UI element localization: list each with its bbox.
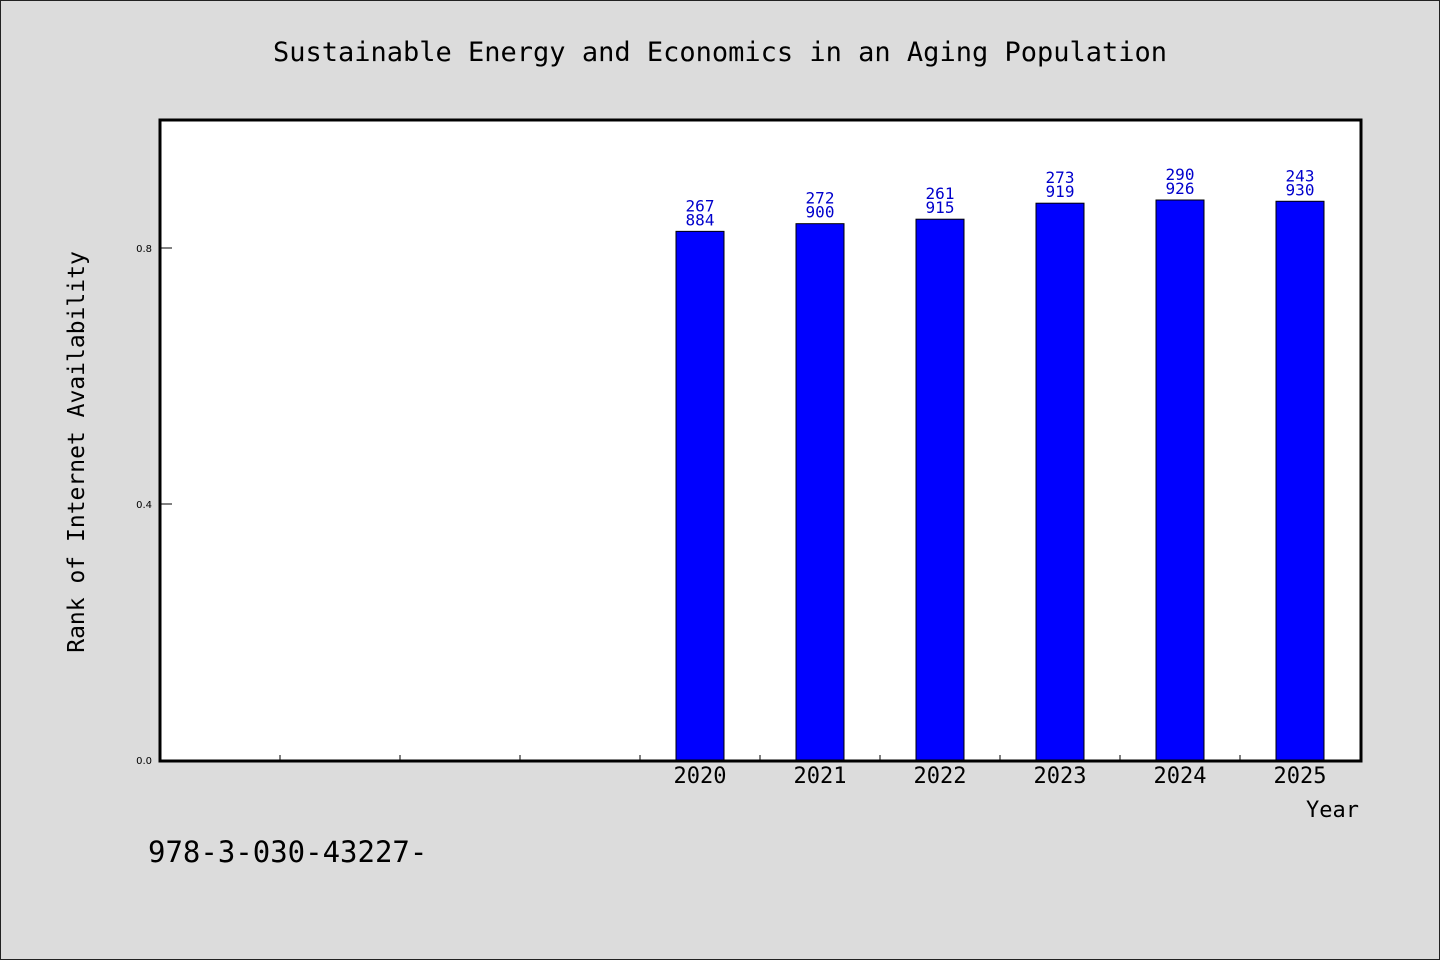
bar-label-lower: 915 bbox=[926, 198, 955, 217]
chart-title: Sustainable Energy and Economics in an A… bbox=[273, 37, 1167, 68]
bar-label-upper: 290 bbox=[1166, 165, 1195, 184]
bar-2025 bbox=[1275, 200, 1325, 761]
x-axis-ticks: 2020 2021 2022 2023 2024 2025 bbox=[279, 755, 1327, 789]
bar-2024 bbox=[1155, 199, 1205, 761]
footer-isbn: 978-3-030-43227- bbox=[148, 835, 427, 869]
bar-label-upper: 261 bbox=[926, 184, 955, 203]
y-tick-label: 0.8 bbox=[136, 244, 152, 255]
x-tick-label: 2021 bbox=[794, 764, 847, 789]
x-tick-label: 2020 bbox=[674, 764, 727, 789]
y-axis-label: Rank of Internet Availability bbox=[64, 251, 90, 653]
bar-label-lower: 900 bbox=[806, 203, 835, 222]
bar-label-upper: 273 bbox=[1046, 168, 1075, 187]
bar-label-lower: 926 bbox=[1166, 179, 1195, 198]
y-tick-label: 0.4 bbox=[136, 500, 152, 511]
bar-label-upper: 272 bbox=[806, 189, 835, 208]
x-tick-label: 2022 bbox=[914, 764, 967, 789]
bar-2023 bbox=[1035, 202, 1085, 761]
x-tick-label: 2023 bbox=[1034, 764, 1087, 789]
bar-label-lower: 884 bbox=[686, 210, 715, 229]
bar-2022 bbox=[915, 218, 965, 761]
bar-label-upper: 267 bbox=[686, 196, 715, 215]
bar-label-lower: 930 bbox=[1286, 180, 1315, 199]
plot-frame bbox=[158, 118, 1363, 763]
x-tick-label: 2024 bbox=[1154, 764, 1207, 789]
y-tick-label: 0.0 bbox=[136, 756, 152, 767]
x-axis-label: Year bbox=[1306, 798, 1359, 823]
bar-2020 bbox=[675, 230, 725, 761]
bar-label-lower: 919 bbox=[1046, 182, 1075, 201]
bar-2021 bbox=[795, 223, 845, 761]
bars-layer bbox=[675, 199, 1325, 761]
x-tick-label: 2025 bbox=[1274, 764, 1327, 789]
bar-label-upper: 243 bbox=[1286, 166, 1315, 185]
